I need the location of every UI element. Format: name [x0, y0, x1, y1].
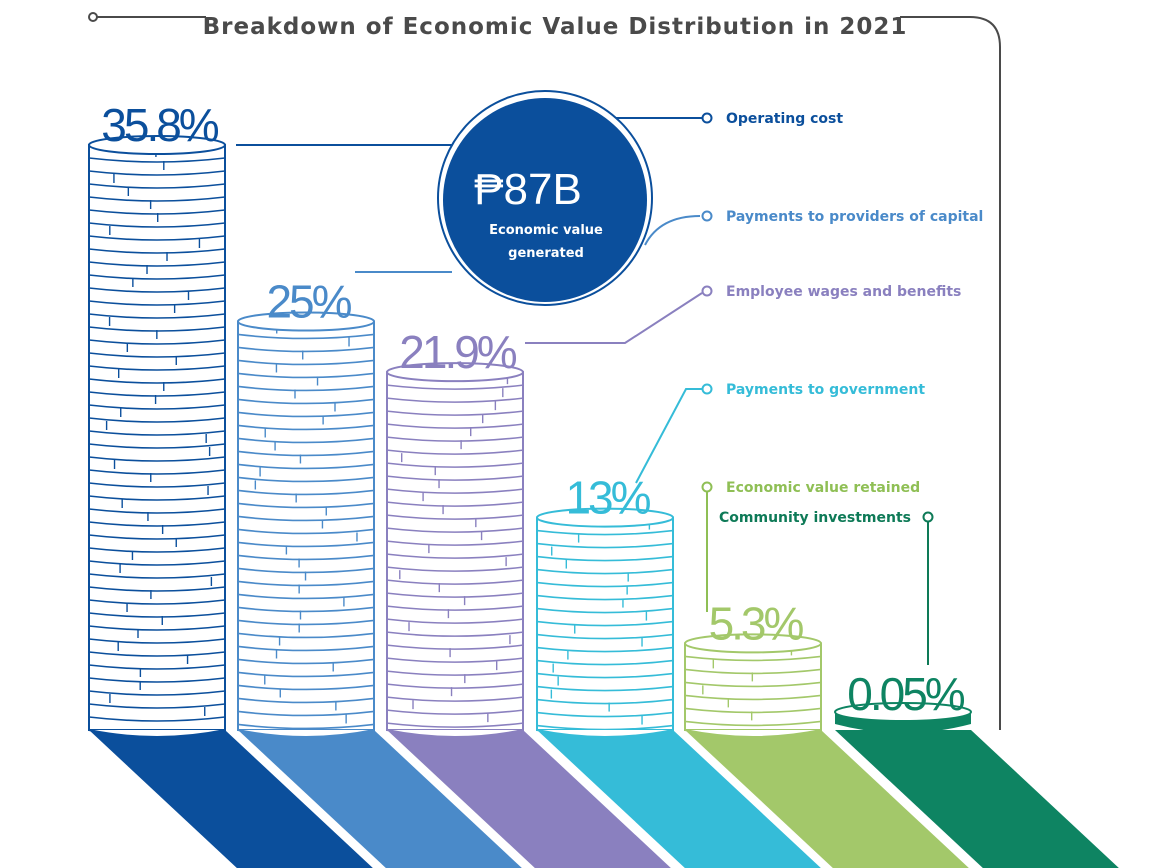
- shadow-operating-cost: [89, 730, 373, 868]
- economic-value-label-line1: Economic value: [489, 223, 603, 238]
- coin-top-employee-wages-and-benefits: [386, 362, 524, 383]
- legend-label-payments-to-government: Payments to government: [726, 382, 925, 398]
- legend: Operating cost Payments to providers of c…: [701, 111, 983, 526]
- legend-dot-economic-value-retained: [701, 481, 713, 493]
- value-label-payments-to-government: 13%: [565, 472, 650, 524]
- legend-dot-operating-cost: [701, 112, 713, 124]
- stack-community-investments: [834, 702, 972, 733]
- legend-dot-employee-wages-and-benefits: [701, 285, 713, 297]
- stack-employee-wages-and-benefits: [386, 362, 524, 738]
- shadow-payments-to-government: [537, 730, 821, 868]
- chart-title: Breakdown of Economic Value Distribution…: [203, 14, 908, 40]
- shadow-layer: [89, 730, 1119, 868]
- value-label-payments-to-providers-of-capital: 25%: [266, 275, 351, 327]
- coin-top-payments-to-providers-of-capital: [237, 311, 375, 332]
- coin-top-payments-to-government: [536, 507, 674, 528]
- stack-payments-to-government: [536, 507, 674, 738]
- value-label-economic-value-retained: 5.3%: [709, 597, 804, 649]
- coin-stacks: [88, 135, 972, 738]
- shadow-economic-value-retained: [685, 730, 969, 868]
- value-label-employee-wages-and-benefits: 21.9%: [399, 326, 517, 378]
- bar-employee-wages-and-benefits: [386, 371, 524, 731]
- coin-top-operating-cost: [88, 135, 226, 155]
- shadow-payments-to-providers-of-capital: [238, 730, 522, 868]
- connector-line-6: [635, 388, 702, 484]
- legend-dot-payments-to-government: [701, 383, 713, 395]
- bar-operating-cost: [88, 144, 226, 731]
- legend-label-payments-to-providers-of-capital: Payments to providers of capital: [726, 209, 983, 225]
- legend-label-community-investments: Community investments: [719, 510, 911, 526]
- economic-value-badge: ₱87B Economic value generated: [437, 90, 653, 306]
- stack-economic-value-retained: [684, 633, 822, 738]
- title-frame: [88, 12, 1001, 730]
- legend-dot-payments-to-providers-of-capital: [701, 210, 713, 222]
- shadow-employee-wages-and-benefits: [387, 730, 671, 868]
- shadow-community-investments: [835, 730, 1119, 868]
- value-labels: 35.8% 25% 21.9% 13% 5.3% 0.05%: [101, 99, 968, 720]
- economic-value-amount: ₱87B: [474, 165, 582, 214]
- legend-label-employee-wages-and-benefits: Employee wages and benefits: [726, 284, 961, 300]
- stack-payments-to-providers-of-capital: [237, 311, 375, 738]
- coin-top-community-investments: [834, 702, 972, 722]
- value-label-operating-cost: 35.8%: [101, 99, 219, 151]
- coin-top-economic-value-retained: [684, 633, 822, 654]
- economic-value-label-line2: generated: [508, 246, 584, 261]
- legend-dot-community-investments: [922, 511, 934, 523]
- stack-operating-cost: [88, 135, 226, 738]
- value-label-community-investments: 0.05%: [847, 668, 965, 720]
- connector-line-5: [525, 292, 703, 344]
- connector-line-4: [644, 215, 701, 246]
- legend-label-economic-value-retained: Economic value retained: [726, 480, 920, 496]
- bar-payments-to-providers-of-capital: [237, 320, 375, 731]
- legend-label-operating-cost: Operating cost: [726, 111, 843, 127]
- connector-lines: [236, 117, 929, 665]
